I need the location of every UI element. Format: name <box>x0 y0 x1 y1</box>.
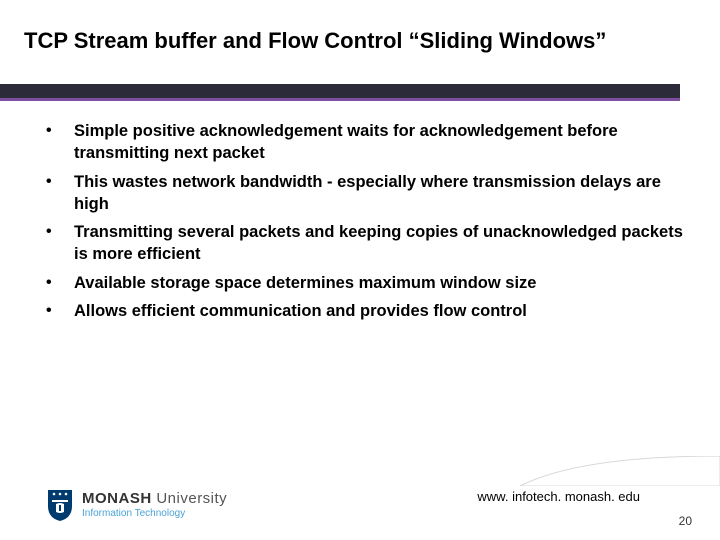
bullet-text: Available storage space determines maxim… <box>74 274 536 292</box>
footer-url: www. infotech. monash. edu <box>477 489 640 504</box>
slide: TCP Stream buffer and Flow Control “Slid… <box>0 0 720 540</box>
bullet-text: Allows efficient communication and provi… <box>74 302 527 320</box>
university-logo: MONASH University Information Technology <box>46 488 227 522</box>
slide-title: TCP Stream buffer and Flow Control “Slid… <box>24 28 696 54</box>
footer-curve <box>520 456 720 486</box>
bullet-item: Transmitting several packets and keeping… <box>46 221 684 266</box>
bullet-text: Simple positive acknowledgement waits fo… <box>74 122 618 162</box>
logo-subtitle: Information Technology <box>82 509 227 520</box>
bullet-item: Available storage space determines maxim… <box>46 272 684 294</box>
bullet-text: This wastes network bandwidth - especial… <box>74 173 661 213</box>
logo-name-bold: MONASH <box>82 490 152 507</box>
divider-bar-accent <box>0 98 680 101</box>
logo-name-light: University <box>152 490 228 507</box>
page-number: 20 <box>679 514 692 528</box>
bullet-item: This wastes network bandwidth - especial… <box>46 171 684 216</box>
bullet-item: Simple positive acknowledgement waits fo… <box>46 120 684 165</box>
bullet-list: Simple positive acknowledgement waits fo… <box>46 120 684 328</box>
divider-bar-dark <box>0 84 680 98</box>
logo-name: MONASH University <box>82 491 227 507</box>
logo-text: MONASH University Information Technology <box>82 491 227 519</box>
bullet-text: Transmitting several packets and keeping… <box>74 223 683 263</box>
bullet-item: Allows efficient communication and provi… <box>46 300 684 322</box>
shield-icon <box>46 488 74 522</box>
